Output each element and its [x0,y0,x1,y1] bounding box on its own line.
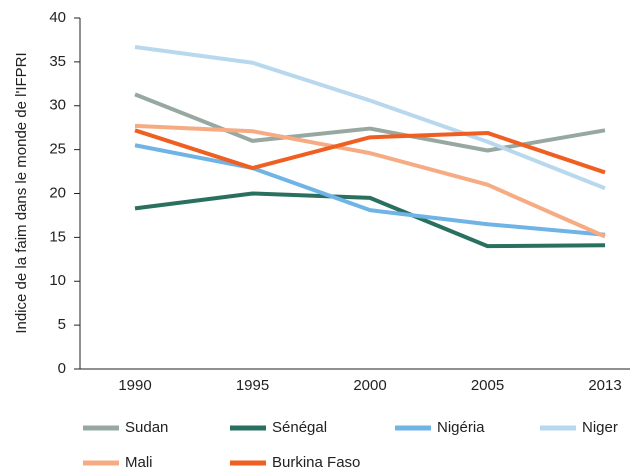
y-axis-title: Indice de la faim dans le monde de l'IFP… [13,52,30,333]
legend-label: Niger [582,419,618,436]
series-line [134,191,606,249]
legend-label: Sénégal [272,419,327,436]
y-tick-label: 5 [58,316,66,333]
y-tick-label: 30 [49,97,66,114]
y-tick-label: 15 [49,228,66,245]
y-tick-label: 20 [49,184,66,201]
series-line [134,44,606,191]
y-tick-label: 25 [49,141,66,158]
y-tick-label: 35 [49,53,66,70]
y-tick-label: 0 [58,360,66,377]
x-tick-label: 1995 [236,377,269,394]
series-line [134,92,606,153]
x-tick-label: 2013 [588,377,621,394]
legend-label: Sudan [125,419,168,436]
series-line [134,123,606,239]
x-tick-label: 2005 [471,377,504,394]
series-line [134,128,606,175]
legend-label: Mali [125,454,153,471]
x-tick-label: 1990 [118,377,151,394]
legend-label: Burkina Faso [272,454,360,471]
legend-label: Nigéria [437,419,485,436]
y-tick-label: 40 [49,9,66,26]
series-line [134,143,606,237]
y-tick-label: 10 [49,272,66,289]
x-tick-label: 2000 [353,377,386,394]
